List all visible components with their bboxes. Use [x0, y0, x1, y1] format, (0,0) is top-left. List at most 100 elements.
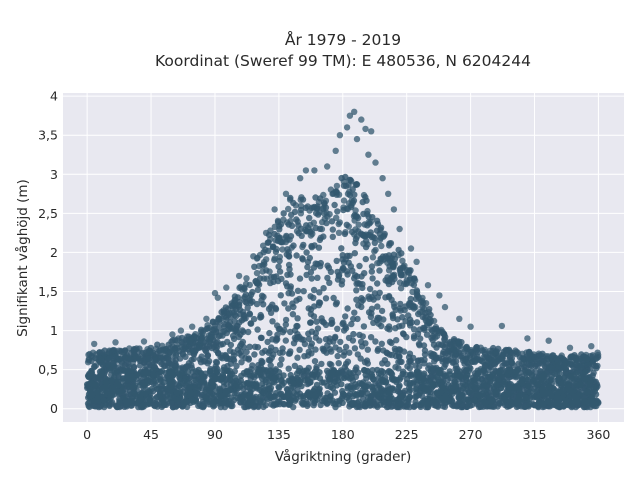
data-point — [351, 345, 359, 352]
data-point — [202, 394, 209, 401]
data-point — [180, 399, 188, 406]
data-point — [379, 175, 386, 182]
data-point — [397, 346, 404, 354]
data-point — [471, 358, 479, 366]
data-point — [276, 253, 283, 261]
data-point — [545, 337, 552, 344]
data-point — [395, 383, 403, 391]
data-point — [374, 347, 381, 354]
data-point — [569, 400, 576, 407]
data-point — [226, 310, 233, 317]
data-point — [277, 292, 284, 299]
data-point — [356, 262, 363, 270]
data-point — [320, 285, 327, 292]
data-point — [336, 346, 343, 353]
data-point — [573, 369, 580, 377]
data-point — [288, 244, 295, 251]
data-point — [209, 377, 217, 385]
data-point — [233, 313, 240, 320]
data-point — [407, 357, 414, 364]
data-point — [360, 323, 368, 330]
data-point — [407, 245, 415, 252]
data-point — [107, 395, 114, 402]
data-point — [278, 356, 285, 363]
data-point — [226, 326, 233, 333]
data-point — [460, 384, 467, 392]
data-point — [350, 315, 357, 323]
data-point — [308, 275, 315, 282]
data-point — [282, 238, 290, 246]
data-point — [109, 354, 116, 361]
data-point — [234, 394, 241, 402]
data-point — [302, 227, 309, 234]
data-point — [383, 349, 390, 356]
data-point — [84, 381, 91, 388]
data-point — [320, 204, 327, 211]
data-point — [200, 338, 207, 346]
data-point — [136, 382, 144, 389]
data-point — [258, 357, 265, 365]
data-point — [274, 217, 282, 224]
data-point — [190, 347, 198, 354]
data-point — [442, 392, 449, 399]
data-point — [144, 355, 151, 362]
data-point — [257, 311, 264, 319]
data-point — [354, 351, 361, 358]
data-point — [362, 399, 370, 406]
data-point — [297, 196, 304, 203]
data-point — [252, 380, 260, 387]
data-point — [297, 175, 304, 182]
data-point — [344, 385, 351, 392]
data-point — [233, 362, 240, 370]
data-point — [197, 359, 205, 366]
data-point — [369, 254, 377, 261]
data-point — [344, 305, 351, 312]
data-point — [376, 314, 383, 322]
data-point — [391, 271, 398, 278]
data-point — [293, 370, 301, 377]
data-point — [539, 373, 546, 380]
data-point — [410, 333, 418, 340]
data-point — [317, 234, 324, 241]
data-point — [393, 396, 400, 404]
data-point — [244, 368, 251, 375]
data-point — [410, 326, 418, 333]
data-point — [158, 367, 166, 375]
data-point — [406, 365, 413, 372]
data-point — [95, 374, 102, 381]
data-point — [136, 357, 143, 364]
data-point — [190, 355, 197, 363]
data-point — [525, 383, 532, 390]
data-point — [413, 319, 421, 326]
data-point — [446, 371, 454, 378]
data-point — [319, 219, 326, 226]
data-point — [294, 287, 302, 294]
data-point — [232, 374, 239, 382]
data-point — [260, 242, 267, 249]
data-point — [346, 112, 354, 119]
data-point — [374, 280, 381, 287]
y-tick-label: 1,5 — [38, 284, 58, 299]
data-point — [198, 353, 205, 360]
data-point — [479, 390, 486, 397]
data-point — [497, 367, 504, 374]
data-point — [518, 355, 526, 362]
data-point — [287, 371, 294, 379]
data-point — [335, 360, 342, 367]
data-point — [142, 369, 149, 377]
data-point — [416, 373, 423, 381]
data-point — [392, 325, 399, 332]
data-point — [258, 334, 265, 342]
data-point — [439, 328, 446, 335]
data-point — [361, 359, 369, 366]
data-point — [548, 364, 555, 371]
data-point — [311, 203, 318, 211]
data-point — [539, 388, 546, 395]
data-point — [92, 362, 100, 369]
data-point — [425, 309, 432, 316]
data-point — [377, 371, 385, 378]
data-point — [377, 256, 384, 263]
data-point — [264, 338, 271, 346]
data-point — [345, 223, 352, 230]
data-point — [395, 252, 402, 259]
